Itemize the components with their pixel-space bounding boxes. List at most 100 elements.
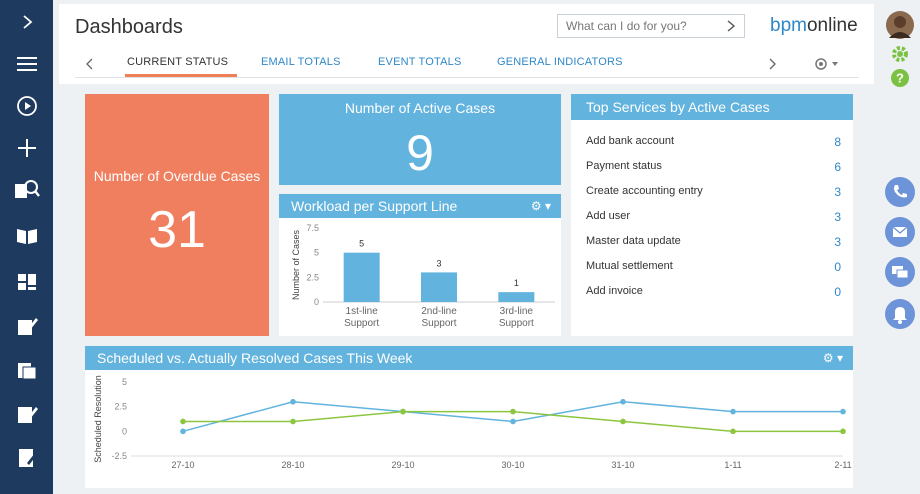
page-header: Dashboards What can I do for you? bpmonl… <box>59 4 874 84</box>
series-point[interactable] <box>400 408 406 415</box>
workload-settings-icon[interactable]: ⚙ ▾ <box>530 199 551 213</box>
series-point[interactable] <box>510 408 516 415</box>
process-button[interactable] <box>0 86 53 126</box>
line-x-tick: 2-11 <box>834 460 851 470</box>
overdue-cases-value: 31 <box>148 201 206 259</box>
line-y-tick: 2.5 <box>114 402 127 412</box>
tabs-next-icon[interactable] <box>767 58 777 70</box>
bpmonline-logo: bpmonline <box>770 15 858 36</box>
bar[interactable] <box>421 272 457 302</box>
tabs-prev-icon[interactable] <box>85 58 95 70</box>
bar-value-label: 5 <box>359 239 364 249</box>
service-row[interactable]: Add bank account 8 <box>586 135 841 155</box>
workload-header: Workload per Support Line ⚙ ▾ <box>279 194 561 218</box>
add-button[interactable] <box>0 128 53 168</box>
service-count[interactable]: 6 <box>834 160 841 174</box>
series-point[interactable] <box>620 398 626 405</box>
workload-title: Workload per Support Line <box>291 198 458 214</box>
search-records-button[interactable] <box>0 170 53 210</box>
page-title: Dashboards <box>75 16 183 38</box>
knowledge-base-button[interactable] <box>0 216 53 256</box>
phone-icon[interactable] <box>884 176 916 208</box>
workload-widget: Workload per Support Line ⚙ ▾ Number of … <box>279 194 561 336</box>
series-point[interactable] <box>730 428 736 435</box>
dashboard-icon <box>17 274 36 290</box>
series-point[interactable] <box>290 398 296 405</box>
schedule-header: Scheduled vs. Actually Resolved Cases Th… <box>85 346 853 370</box>
top-services-title: Top Services by Active Cases <box>571 94 853 120</box>
service-row[interactable]: Master data update 3 <box>586 235 841 255</box>
user-avatar[interactable] <box>885 10 915 40</box>
series-point[interactable] <box>180 428 186 435</box>
series-point[interactable] <box>180 418 186 425</box>
service-name: Mutual settlement <box>586 260 673 272</box>
service-name: Payment status <box>586 160 662 172</box>
email-icon[interactable] <box>884 216 916 248</box>
service-name: Create accounting entry <box>586 185 703 197</box>
bar-y-tick: 7.5 <box>306 223 319 233</box>
service-count[interactable]: 3 <box>834 185 841 199</box>
service-count[interactable]: 3 <box>834 210 841 224</box>
expand-menu-button[interactable] <box>0 2 53 42</box>
active-cases-widget[interactable]: Number of Active Cases 9 <box>279 94 561 185</box>
checklist-icon <box>18 449 37 467</box>
service-row[interactable]: Mutual settlement 0 <box>586 260 841 280</box>
active-cases-caption: Number of Active Cases <box>344 100 496 116</box>
service-count[interactable]: 8 <box>834 135 841 149</box>
documents-button[interactable] <box>0 350 53 390</box>
series-point[interactable] <box>620 418 626 425</box>
service-row[interactable]: Payment status 6 <box>586 160 841 180</box>
service-count[interactable]: 3 <box>834 235 841 249</box>
dashboard-settings-icon[interactable] <box>813 56 841 72</box>
series-line <box>182 400 843 433</box>
series-point[interactable] <box>290 418 296 425</box>
bar-y-axis-label: Number of Cases <box>291 229 301 300</box>
line-x-tick: 31-10 <box>611 460 634 470</box>
bar-category-label: 2nd-line Support <box>421 306 457 329</box>
bar-value-label: 3 <box>436 258 441 268</box>
dashboards-button[interactable] <box>0 262 53 302</box>
chevron-right-icon <box>22 15 32 29</box>
overdue-cases-widget[interactable]: Number of Overdue Cases 31 <box>85 94 269 336</box>
series-point[interactable] <box>730 408 736 415</box>
service-row[interactable]: Create accounting entry 3 <box>586 185 841 205</box>
service-row[interactable]: Add invoice 0 <box>586 285 841 305</box>
reports-button[interactable] <box>0 438 53 478</box>
tab-event-totals[interactable]: EVENT TOTALS <box>378 56 462 68</box>
hamburger-menu-button[interactable] <box>0 44 53 84</box>
cases-button[interactable] <box>0 306 53 346</box>
series-point[interactable] <box>840 408 846 415</box>
tab-email-totals[interactable]: EMAIL TOTALS <box>261 56 341 68</box>
series-point[interactable] <box>510 418 516 425</box>
book-icon <box>16 229 37 244</box>
line-x-tick: 28-10 <box>281 460 304 470</box>
help-icon[interactable]: ? <box>890 68 910 88</box>
schedule-settings-icon[interactable]: ⚙ ▾ <box>822 351 843 365</box>
bar-category-label: 3rd-line Support <box>499 306 534 329</box>
plus-icon <box>17 139 36 157</box>
bar[interactable] <box>498 292 535 302</box>
tasks-button[interactable] <box>0 394 53 434</box>
service-count[interactable]: 0 <box>834 285 841 299</box>
chat-icon[interactable] <box>884 256 916 288</box>
main-area: Dashboards What can I do for you? bpmonl… <box>53 0 880 494</box>
series-point[interactable] <box>840 428 846 435</box>
schedule-widget: Scheduled vs. Actually Resolved Cases Th… <box>85 346 853 488</box>
chevron-right-icon[interactable] <box>724 18 738 34</box>
service-count[interactable]: 0 <box>834 260 841 274</box>
files-icon <box>17 363 36 380</box>
schedule-title: Scheduled vs. Actually Resolved Cases Th… <box>97 350 413 366</box>
settings-gear-icon[interactable] <box>890 44 910 64</box>
edit-document-icon <box>17 318 38 335</box>
bar-y-tick: 5 <box>314 248 319 258</box>
bar[interactable] <box>343 252 380 302</box>
command-search-input[interactable]: What can I do for you? <box>557 14 745 38</box>
service-row[interactable]: Add user 3 <box>586 210 841 230</box>
tab-current-status[interactable]: CURRENT STATUS <box>127 56 229 68</box>
tab-general-indicators[interactable]: GENERAL INDICATORS <box>497 56 623 68</box>
notifications-bell-icon[interactable] <box>884 298 916 330</box>
line-x-tick: 29-10 <box>391 460 414 470</box>
line-x-tick: 27-10 <box>171 460 194 470</box>
bar-y-tick: 0 <box>314 297 319 307</box>
overdue-cases-caption: Number of Overdue Cases <box>93 168 261 184</box>
